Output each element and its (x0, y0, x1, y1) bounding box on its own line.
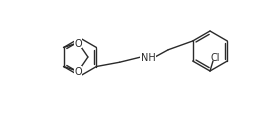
Text: O: O (74, 67, 82, 77)
Text: Cl: Cl (210, 53, 220, 62)
Text: NH: NH (141, 53, 155, 62)
Text: O: O (74, 38, 82, 48)
